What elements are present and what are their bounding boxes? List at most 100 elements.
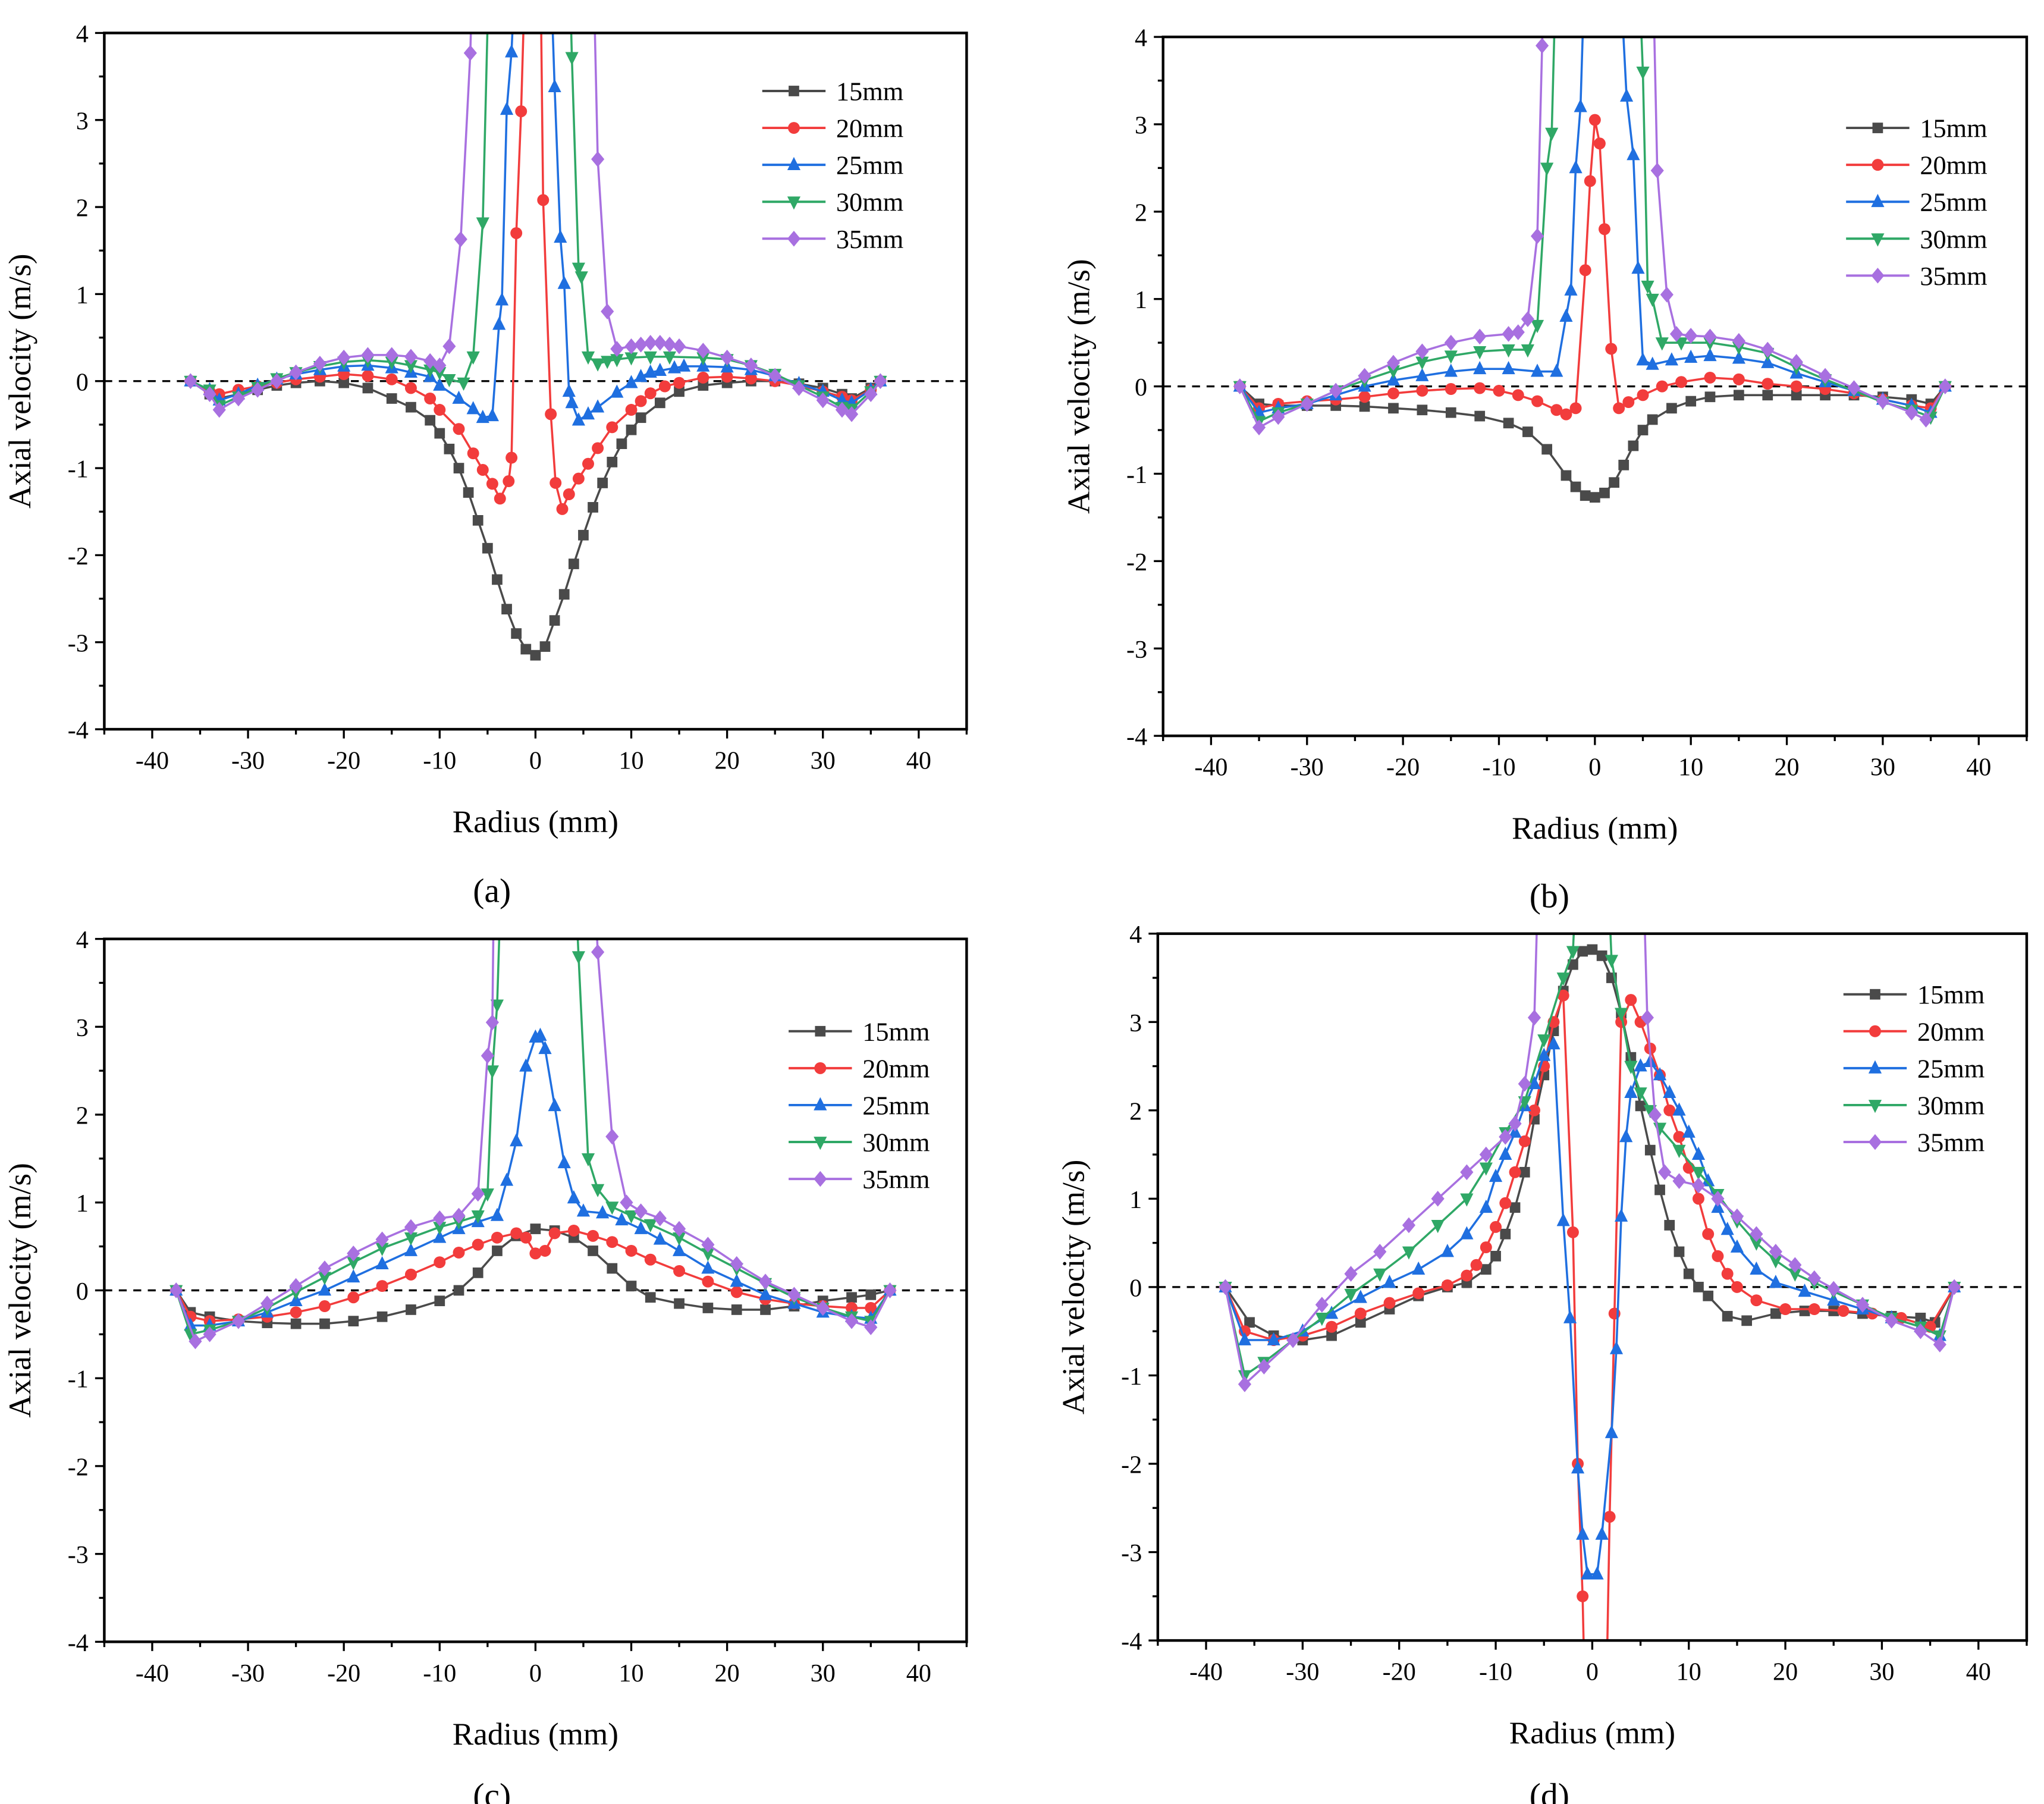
series-line-25mm <box>1224 1041 1955 1576</box>
legend-marker-30mm <box>814 1137 827 1150</box>
x-tick-label: 30 <box>1869 1658 1894 1686</box>
data-point-35mm <box>1732 332 1745 349</box>
data-point-15mm <box>626 424 637 435</box>
data-point-15mm <box>1509 1202 1521 1213</box>
legend-marker-35mm <box>814 1171 827 1187</box>
data-point-20mm <box>1493 384 1505 397</box>
data-point-15mm <box>1587 944 1598 955</box>
legend-marker-25mm <box>787 156 801 171</box>
data-point-20mm <box>1675 376 1688 388</box>
data-point-35mm <box>1257 1359 1271 1375</box>
data-point-20mm <box>1702 1228 1715 1240</box>
series-group <box>169 939 897 1350</box>
data-point-30mm <box>643 1219 657 1232</box>
legend: 15mm 20mm 25mm 30mm 35mm <box>789 1016 930 1194</box>
y-tick-label: -3 <box>1121 1539 1142 1567</box>
data-point-20mm <box>745 372 757 385</box>
data-point-35mm <box>1415 343 1429 360</box>
data-point-25mm <box>1691 1146 1706 1160</box>
data-point-20mm <box>572 472 585 485</box>
data-point-25mm <box>554 229 567 243</box>
data-point-15mm <box>463 487 474 498</box>
data-point-35mm <box>844 406 859 422</box>
data-point-25mm <box>672 1243 686 1256</box>
x-tick-label: 0 <box>1588 754 1601 782</box>
y-tick-label: -4 <box>68 717 89 745</box>
data-point-30mm <box>476 217 489 231</box>
y-tick-label: 1 <box>76 1190 89 1218</box>
data-point-15mm <box>578 529 589 541</box>
data-point-25mm <box>533 1027 547 1041</box>
data-point-15mm <box>645 1292 656 1303</box>
data-point-25mm <box>1574 99 1587 112</box>
data-point-20mm <box>697 371 709 384</box>
legend-item-30mm: 30mm <box>762 187 903 217</box>
data-point-35mm <box>423 353 437 369</box>
data-point-20mm <box>537 194 550 206</box>
data-point-20mm <box>1528 1104 1540 1116</box>
data-point-25mm <box>653 362 667 377</box>
x-tick-label: 40 <box>906 1659 931 1687</box>
data-point-25mm <box>1769 1275 1782 1288</box>
data-point-15mm <box>444 444 455 454</box>
data-point-15mm <box>1503 418 1514 429</box>
data-point-35mm <box>1658 1164 1672 1181</box>
data-point-15mm <box>1799 1306 1810 1316</box>
data-point-20mm <box>1474 382 1486 394</box>
data-point-20mm <box>510 1227 523 1240</box>
data-point-20mm <box>1837 1305 1850 1317</box>
data-point-30mm <box>375 1243 389 1256</box>
data-point-20mm <box>1480 1241 1492 1254</box>
data-point-30mm <box>701 1248 715 1262</box>
data-point-35mm <box>347 1245 360 1262</box>
series-line-25mm <box>190 33 881 422</box>
data-point-30mm <box>572 262 585 276</box>
data-point-25mm <box>634 1221 648 1234</box>
data-point-35mm <box>768 368 782 384</box>
data-point-35mm <box>672 1221 686 1237</box>
data-point-20mm <box>1326 1320 1338 1333</box>
data-point-15mm <box>1635 1100 1646 1112</box>
data-point-30mm <box>1672 1144 1686 1158</box>
data-point-25mm <box>701 1260 715 1274</box>
series-line-30mm <box>1239 37 1946 423</box>
data-point-25mm <box>1665 352 1679 366</box>
data-point-35mm <box>787 1287 801 1303</box>
legend-label: 35mm <box>862 1165 930 1194</box>
legend-label: 30mm <box>836 187 903 217</box>
data-point-25mm <box>1473 360 1487 375</box>
legend-marker-35mm <box>1871 268 1885 284</box>
x-tick-label: 10 <box>618 1659 643 1687</box>
data-point-35mm <box>1855 1297 1870 1313</box>
data-point-25mm <box>1631 261 1645 274</box>
data-point-20mm <box>582 457 594 470</box>
data-point-15mm <box>588 502 598 513</box>
x-tick-label: -30 <box>231 747 265 775</box>
data-point-35mm <box>404 349 418 365</box>
legend-item-15mm: 15mm <box>762 77 903 106</box>
x-tick-label: 10 <box>1676 1658 1701 1686</box>
data-point-15mm <box>520 644 532 655</box>
series-35mm <box>169 939 897 1350</box>
legend-label: 35mm <box>836 224 903 254</box>
data-point-35mm <box>591 944 605 961</box>
x-tick-label: 10 <box>1678 754 1703 782</box>
data-point-15mm <box>607 456 618 468</box>
data-point-30mm <box>601 356 614 369</box>
data-point-35mm <box>189 1333 202 1350</box>
data-point-20mm <box>1656 380 1668 393</box>
data-point-20mm <box>658 380 671 393</box>
data-point-15mm <box>865 1289 877 1300</box>
data-point-20mm <box>505 451 518 464</box>
data-point-15mm <box>1673 1246 1685 1257</box>
series-line-15mm <box>1239 385 1946 498</box>
data-point-20mm <box>644 1253 657 1266</box>
data-point-25mm <box>1383 1275 1396 1288</box>
x-tick-label: 40 <box>906 747 931 775</box>
data-point-30mm <box>1537 1034 1551 1048</box>
data-point-30mm <box>1636 66 1650 80</box>
data-point-20mm <box>1622 396 1635 409</box>
x-tick-label: 20 <box>1774 754 1799 782</box>
data-point-30mm <box>672 1232 686 1246</box>
